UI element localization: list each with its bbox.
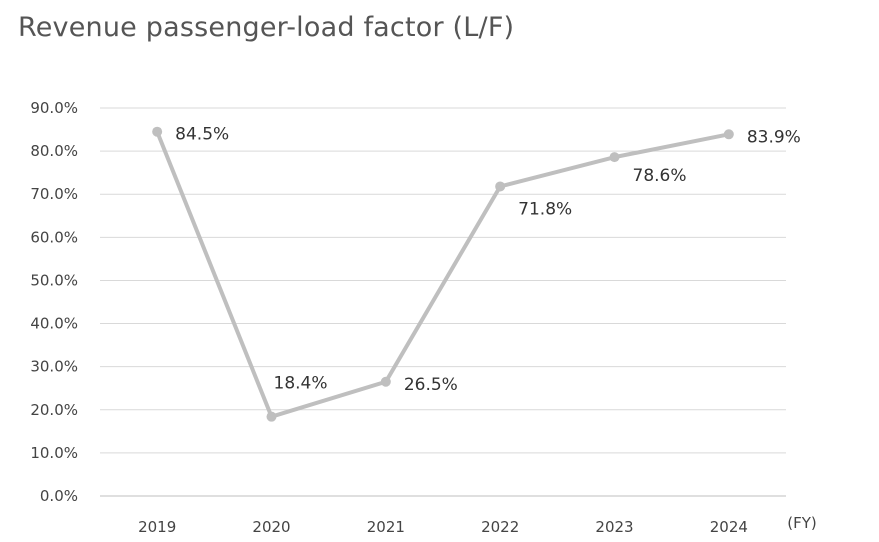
x-tick-label: 2020 — [252, 518, 290, 536]
y-tick-label: 80.0% — [30, 142, 78, 160]
x-tick-label: 2022 — [481, 518, 519, 536]
data-label: 83.9% — [747, 127, 801, 147]
y-tick-label: 40.0% — [30, 315, 78, 333]
y-tick-label: 10.0% — [30, 444, 78, 462]
data-label: 26.5% — [404, 375, 458, 395]
y-tick-label: 60.0% — [30, 228, 78, 246]
data-label: 71.8% — [518, 199, 572, 219]
data-point — [723, 129, 734, 140]
data-label: 84.5% — [175, 125, 229, 145]
y-tick-label: 30.0% — [30, 358, 78, 376]
x-tick-label: 2019 — [138, 518, 176, 536]
x-tick-label: 2024 — [710, 518, 748, 536]
y-tick-label: 0.0% — [40, 487, 78, 505]
data-label: 78.6% — [633, 166, 687, 186]
y-tick-label: 70.0% — [30, 185, 78, 203]
data-point — [380, 376, 391, 387]
x-tick-label: 2021 — [367, 518, 405, 536]
data-label: 18.4% — [274, 374, 328, 394]
y-tick-label: 50.0% — [30, 271, 78, 289]
data-point — [266, 411, 277, 422]
data-point — [609, 152, 620, 163]
x-axis-label: (FY) — [787, 514, 817, 532]
data-point — [495, 181, 506, 192]
chart-title: Revenue passenger-load factor (L/F) — [18, 12, 515, 43]
y-tick-label: 20.0% — [30, 401, 78, 419]
series-line — [155, 130, 730, 419]
y-tick-label: 90.0% — [30, 99, 78, 117]
data-point — [152, 126, 163, 137]
x-tick-label: 2023 — [595, 518, 633, 536]
